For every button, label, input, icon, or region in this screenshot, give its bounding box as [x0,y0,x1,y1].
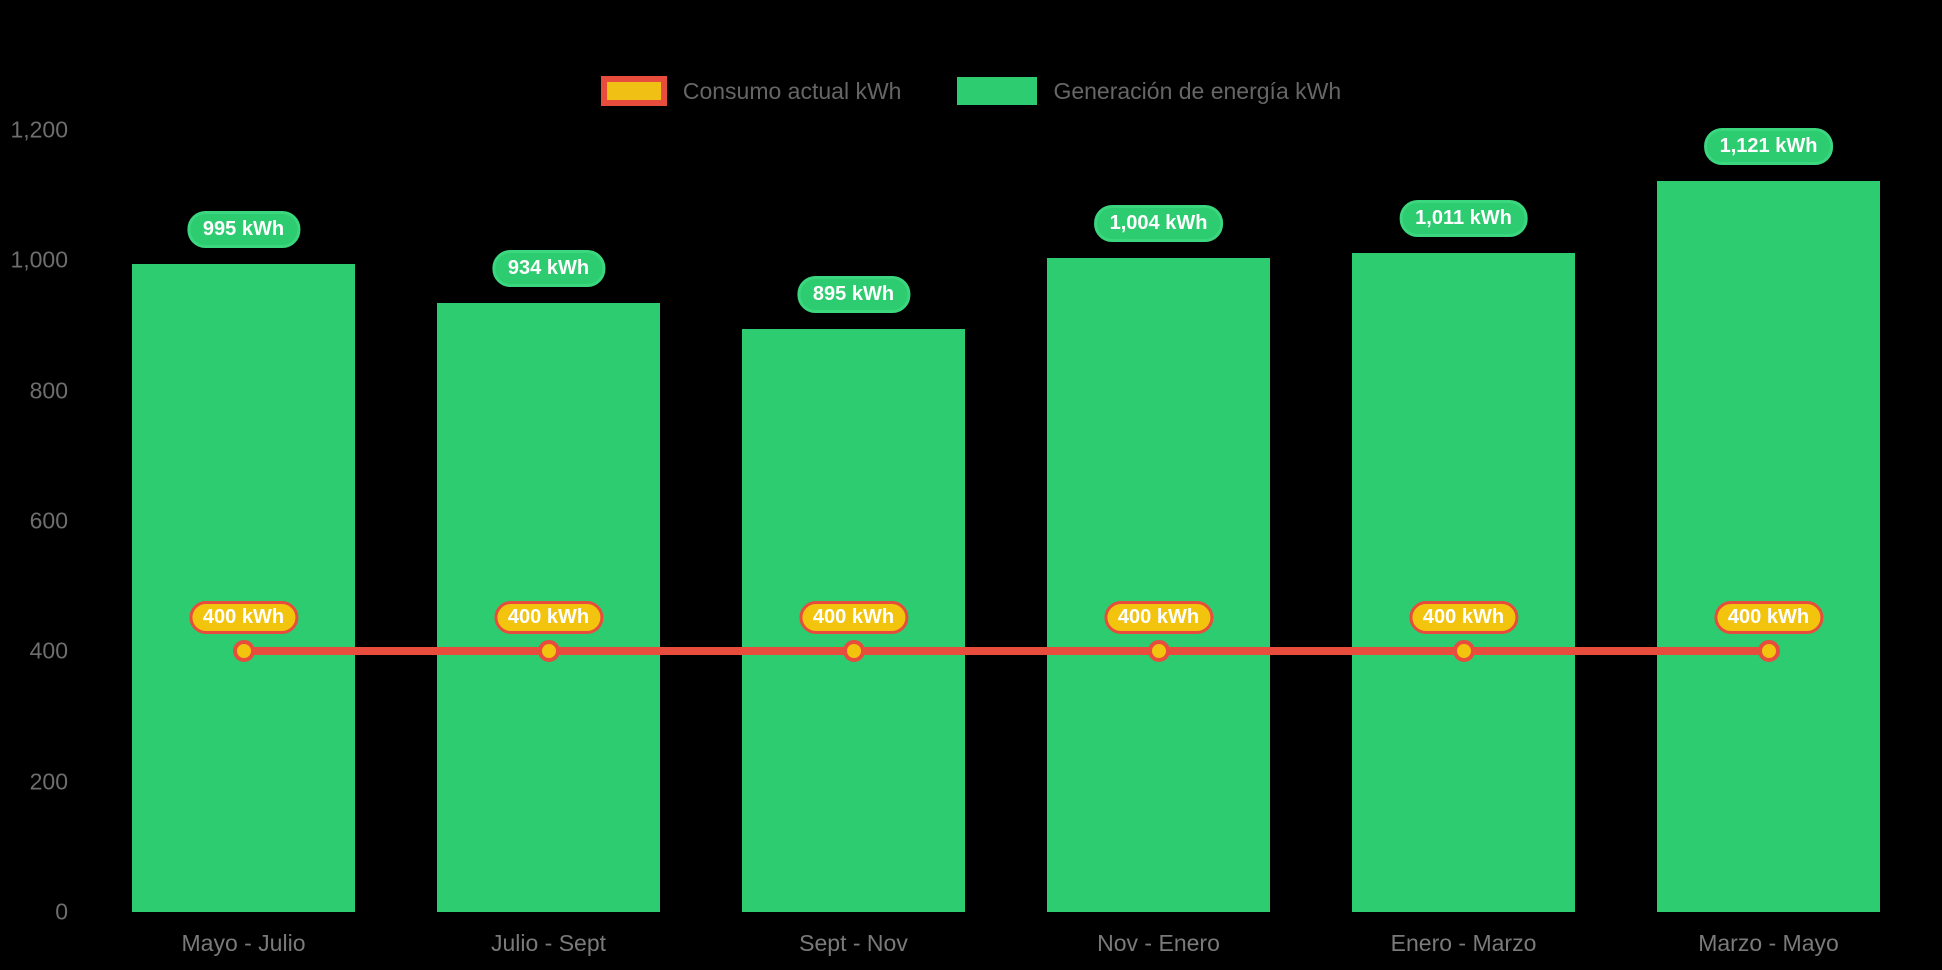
plot-area: 995 kWh 400 kWh 934 kWh 400 kWh 895 kWh … [91,128,1921,912]
consumption-value-badge: 400 kWh [493,601,604,635]
generation-value-badge: 1,121 kWh [1703,128,1834,166]
category-column-4: 1,011 kWh 400 kWh [1311,130,1616,912]
x-label-marzo-mayo: Marzo - Mayo [1698,930,1839,956]
legend-label-consumo: Consumo actual kWh [682,77,902,104]
consumption-marker-icon[interactable] [232,640,255,663]
consumption-marker-icon[interactable] [1147,640,1170,663]
y-tick-1200: 1,200 [10,116,68,143]
y-tick-1000: 1,000 [10,246,68,273]
chart-legend: Consumo actual kWh Generación de energía… [0,76,1942,106]
y-tick-600: 600 [29,507,68,534]
generation-value-badge: 995 kWh [186,210,301,248]
legend-item-generacion[interactable]: Generación de energía kWh [957,77,1341,105]
legend-label-generacion: Generación de energía kWh [1053,77,1342,104]
category-column-2: 895 kWh 400 kWh [701,130,1006,912]
generation-bar[interactable] [1047,257,1270,912]
generation-value-badge: 1,004 kWh [1093,204,1224,242]
legend-item-consumo[interactable]: Consumo actual kWh [600,76,902,106]
category-column-5: 1,121 kWh 400 kWh [1616,128,1921,912]
consumption-marker-icon[interactable] [537,640,560,663]
x-label-enero-marzo: Enero - Marzo [1390,930,1537,956]
generation-value-badge: 1,011 kWh [1399,200,1528,238]
x-label-sept-nov: Sept - Nov [799,930,908,956]
generation-swatch-icon [957,77,1038,105]
consumption-value-badge: 400 kWh [1103,601,1214,635]
y-tick-200: 200 [29,768,68,795]
consumption-line [243,647,1769,656]
category-column-1: 934 kWh 400 kWh [396,130,701,912]
generation-value-badge: 934 kWh [491,250,606,288]
generation-value-badge: 895 kWh [796,275,911,313]
category-column-3: 1,004 kWh 400 kWh [1006,130,1311,912]
consumption-value-badge: 400 kWh [1713,601,1824,635]
x-label-mayo-julio: Mayo - Julio [181,930,306,956]
generation-bar[interactable] [1352,253,1575,912]
y-tick-0: 0 [55,898,68,925]
consumption-marker-icon[interactable] [1757,640,1780,663]
generation-bar[interactable] [1657,181,1880,912]
consumption-marker-icon[interactable] [1452,640,1475,663]
consumption-value-badge: 400 kWh [188,601,299,635]
x-label-nov-enero: Nov - Enero [1097,930,1220,956]
consumption-value-badge: 400 kWh [798,601,909,635]
y-tick-400: 400 [29,637,68,664]
y-tick-800: 800 [29,377,68,404]
x-axis: Mayo - Julio Julio - Sept Sept - Nov Nov… [91,930,1921,957]
consumption-swatch-icon [600,76,667,106]
x-label-julio-sept: Julio - Sept [490,930,607,956]
y-axis: 0 200 400 600 800 1,000 1,200 [0,117,68,925]
category-column-0: 995 kWh 400 kWh [91,130,396,912]
consumption-value-badge: 400 kWh [1408,601,1519,635]
consumption-marker-icon[interactable] [842,640,865,663]
generation-bar[interactable] [132,263,355,912]
